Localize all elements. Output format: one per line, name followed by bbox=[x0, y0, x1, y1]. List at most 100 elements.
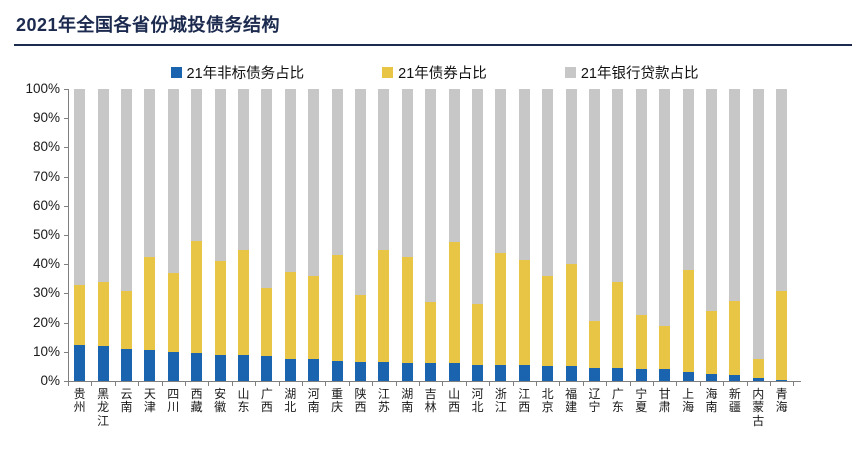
bar-浙江[interactable] bbox=[495, 89, 507, 381]
bar-辽宁[interactable] bbox=[589, 89, 600, 381]
bar-云南[interactable] bbox=[121, 89, 132, 381]
bar-新疆[interactable] bbox=[729, 89, 741, 381]
bar-segment[interactable] bbox=[448, 242, 460, 364]
bar-segment[interactable] bbox=[74, 344, 86, 381]
bar-segment[interactable] bbox=[542, 275, 554, 367]
bar-黑龙江[interactable] bbox=[97, 89, 109, 381]
bar-segment[interactable] bbox=[284, 271, 296, 360]
bar-山西[interactable] bbox=[448, 89, 460, 381]
bar-广西[interactable] bbox=[261, 89, 273, 381]
bar-segment[interactable] bbox=[401, 256, 413, 364]
bar-segment[interactable] bbox=[589, 367, 600, 381]
bar-segment[interactable] bbox=[495, 89, 507, 253]
bar-江西[interactable] bbox=[518, 89, 530, 381]
bar-segment[interactable] bbox=[284, 89, 296, 272]
bar-segment[interactable] bbox=[659, 369, 671, 381]
bar-segment[interactable] bbox=[565, 89, 577, 265]
bar-segment[interactable] bbox=[635, 369, 647, 381]
bar-segment[interactable] bbox=[425, 89, 437, 303]
bar-segment[interactable] bbox=[448, 363, 460, 381]
bar-segment[interactable] bbox=[167, 272, 179, 352]
bar-segment[interactable] bbox=[706, 89, 717, 311]
bar-segment[interactable] bbox=[472, 89, 483, 304]
bar-segment[interactable] bbox=[331, 360, 343, 381]
bar-segment[interactable] bbox=[752, 89, 764, 360]
bar-segment[interactable] bbox=[401, 89, 413, 257]
bar-segment[interactable] bbox=[284, 359, 296, 381]
bar-贵州[interactable] bbox=[74, 89, 86, 381]
bar-segment[interactable] bbox=[97, 89, 109, 282]
bar-segment[interactable] bbox=[308, 275, 320, 360]
bar-segment[interactable] bbox=[495, 364, 507, 381]
bar-segment[interactable] bbox=[495, 252, 507, 365]
bar-segment[interactable] bbox=[565, 264, 577, 367]
bar-segment[interactable] bbox=[425, 302, 437, 364]
bar-segment[interactable] bbox=[542, 366, 554, 381]
bar-segment[interactable] bbox=[331, 255, 343, 361]
bar-segment[interactable] bbox=[472, 303, 483, 365]
bar-内蒙古[interactable] bbox=[752, 89, 764, 381]
bar-segment[interactable] bbox=[589, 321, 600, 368]
bar-segment[interactable] bbox=[378, 362, 390, 381]
bar-segment[interactable] bbox=[308, 359, 320, 381]
bar-segment[interactable] bbox=[776, 89, 788, 291]
bar-segment[interactable] bbox=[682, 372, 694, 381]
bar-segment[interactable] bbox=[167, 351, 179, 381]
bar-segment[interactable] bbox=[191, 89, 203, 241]
bar-segment[interactable] bbox=[238, 249, 249, 355]
bar-上海[interactable] bbox=[682, 89, 694, 381]
bar-segment[interactable] bbox=[635, 89, 647, 316]
bar-segment[interactable] bbox=[97, 281, 109, 346]
bar-福建[interactable] bbox=[565, 89, 577, 381]
bar-segment[interactable] bbox=[472, 364, 483, 381]
bar-陕西[interactable] bbox=[355, 89, 366, 381]
bar-河北[interactable] bbox=[472, 89, 483, 381]
bar-segment[interactable] bbox=[776, 379, 788, 381]
bar-segment[interactable] bbox=[355, 362, 366, 381]
bar-宁夏[interactable] bbox=[635, 89, 647, 381]
bar-河南[interactable] bbox=[308, 89, 320, 381]
bar-segment[interactable] bbox=[121, 290, 132, 349]
bar-segment[interactable] bbox=[565, 366, 577, 381]
bar-海南[interactable] bbox=[706, 89, 717, 381]
bar-segment[interactable] bbox=[612, 281, 624, 368]
bar-segment[interactable] bbox=[612, 89, 624, 282]
bar-segment[interactable] bbox=[261, 356, 273, 381]
bar-segment[interactable] bbox=[261, 287, 273, 357]
bar-segment[interactable] bbox=[542, 89, 554, 276]
bar-segment[interactable] bbox=[214, 89, 226, 262]
bar-segment[interactable] bbox=[74, 284, 86, 345]
bar-segment[interactable] bbox=[659, 89, 671, 326]
bar-segment[interactable] bbox=[355, 294, 366, 363]
bar-segment[interactable] bbox=[378, 89, 390, 250]
bar-segment[interactable] bbox=[752, 359, 764, 379]
bar-江苏[interactable] bbox=[378, 89, 390, 381]
bar-segment[interactable] bbox=[214, 261, 226, 355]
bar-segment[interactable] bbox=[706, 310, 717, 374]
bar-segment[interactable] bbox=[308, 89, 320, 276]
bar-天津[interactable] bbox=[144, 89, 156, 381]
bar-segment[interactable] bbox=[518, 89, 530, 260]
bar-湖南[interactable] bbox=[401, 89, 413, 381]
bar-segment[interactable] bbox=[425, 363, 437, 381]
bar-重庆[interactable] bbox=[331, 89, 343, 381]
bar-segment[interactable] bbox=[144, 350, 156, 381]
bar-山东[interactable] bbox=[238, 89, 249, 381]
bar-segment[interactable] bbox=[659, 325, 671, 370]
bar-西藏[interactable] bbox=[191, 89, 203, 381]
bar-segment[interactable] bbox=[167, 89, 179, 273]
bar-segment[interactable] bbox=[776, 290, 788, 380]
bar-segment[interactable] bbox=[729, 300, 741, 376]
bar-segment[interactable] bbox=[682, 270, 694, 373]
bar-segment[interactable] bbox=[97, 345, 109, 381]
bar-segment[interactable] bbox=[74, 89, 86, 285]
bar-segment[interactable] bbox=[518, 364, 530, 381]
bar-segment[interactable] bbox=[355, 89, 366, 295]
bar-segment[interactable] bbox=[401, 363, 413, 381]
bar-吉林[interactable] bbox=[425, 89, 437, 381]
bar-segment[interactable] bbox=[331, 89, 343, 256]
bar-segment[interactable] bbox=[238, 354, 249, 381]
bar-segment[interactable] bbox=[144, 89, 156, 257]
bar-segment[interactable] bbox=[518, 259, 530, 365]
bar-segment[interactable] bbox=[378, 249, 390, 363]
